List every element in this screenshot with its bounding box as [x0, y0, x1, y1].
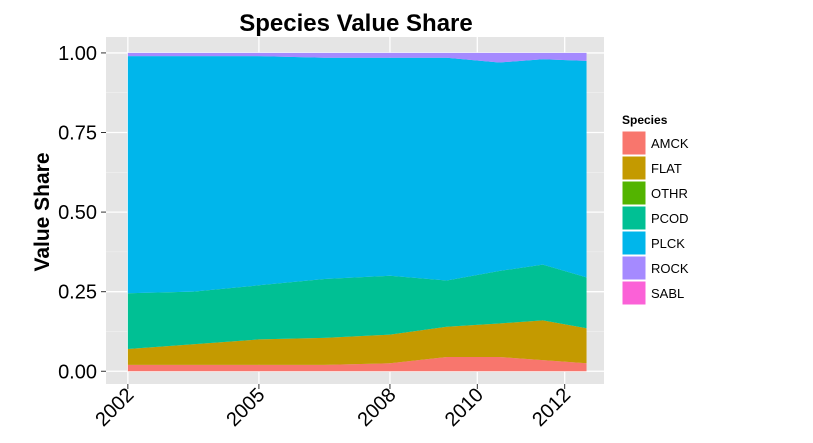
- y-tick-label: 1.00: [58, 43, 97, 65]
- legend: Species AMCK FLAT OTHR PCOD PLCK ROCK SABL: [621, 113, 689, 306]
- legend-title: Species: [622, 113, 668, 127]
- legend-swatch-plck: [621, 230, 647, 256]
- legend-label-sabl: SABL: [651, 286, 684, 301]
- area-rock: [127, 52, 587, 63]
- x-tick-label: 2005: [222, 384, 269, 431]
- legend-label-plck: PLCK: [651, 236, 685, 251]
- area-series: [127, 52, 587, 372]
- legend-label-amck: AMCK: [651, 136, 689, 151]
- x-tick-label: 2010: [441, 384, 488, 431]
- area-pcod: [127, 264, 587, 349]
- y-axis: 0.00 0.25 0.50 0.75 1.00: [58, 43, 106, 383]
- legend-swatch-rock: [621, 255, 647, 281]
- x-axis: 2002 2005 2008 2010 2012: [91, 384, 575, 431]
- legend-label-flat: FLAT: [651, 161, 682, 176]
- y-tick-label: 0.00: [58, 361, 97, 383]
- legend-swatch-flat: [621, 155, 647, 181]
- legend-swatch-pcod: [621, 205, 647, 231]
- y-tick-label: 0.50: [58, 202, 97, 224]
- area-amck: [127, 356, 587, 372]
- y-axis-label: Value Share: [31, 152, 54, 271]
- y-tick-label: 0.75: [58, 123, 97, 145]
- chart-title: Species Value Share: [239, 10, 472, 37]
- legend-label-othr: OTHR: [651, 186, 688, 201]
- area-flat: [127, 320, 587, 365]
- legend-label-pcod: PCOD: [651, 211, 689, 226]
- y-tick-label: 0.25: [58, 282, 97, 304]
- legend-label-rock: ROCK: [651, 261, 689, 276]
- area-plck: [127, 56, 587, 294]
- x-tick-label: 2008: [353, 384, 400, 431]
- x-tick-label: 2012: [528, 384, 575, 431]
- legend-swatch-sabl: [621, 280, 647, 306]
- legend-swatch-othr: [621, 180, 647, 206]
- x-tick-label: 2002: [91, 384, 138, 431]
- legend-swatch-amck: [621, 130, 647, 156]
